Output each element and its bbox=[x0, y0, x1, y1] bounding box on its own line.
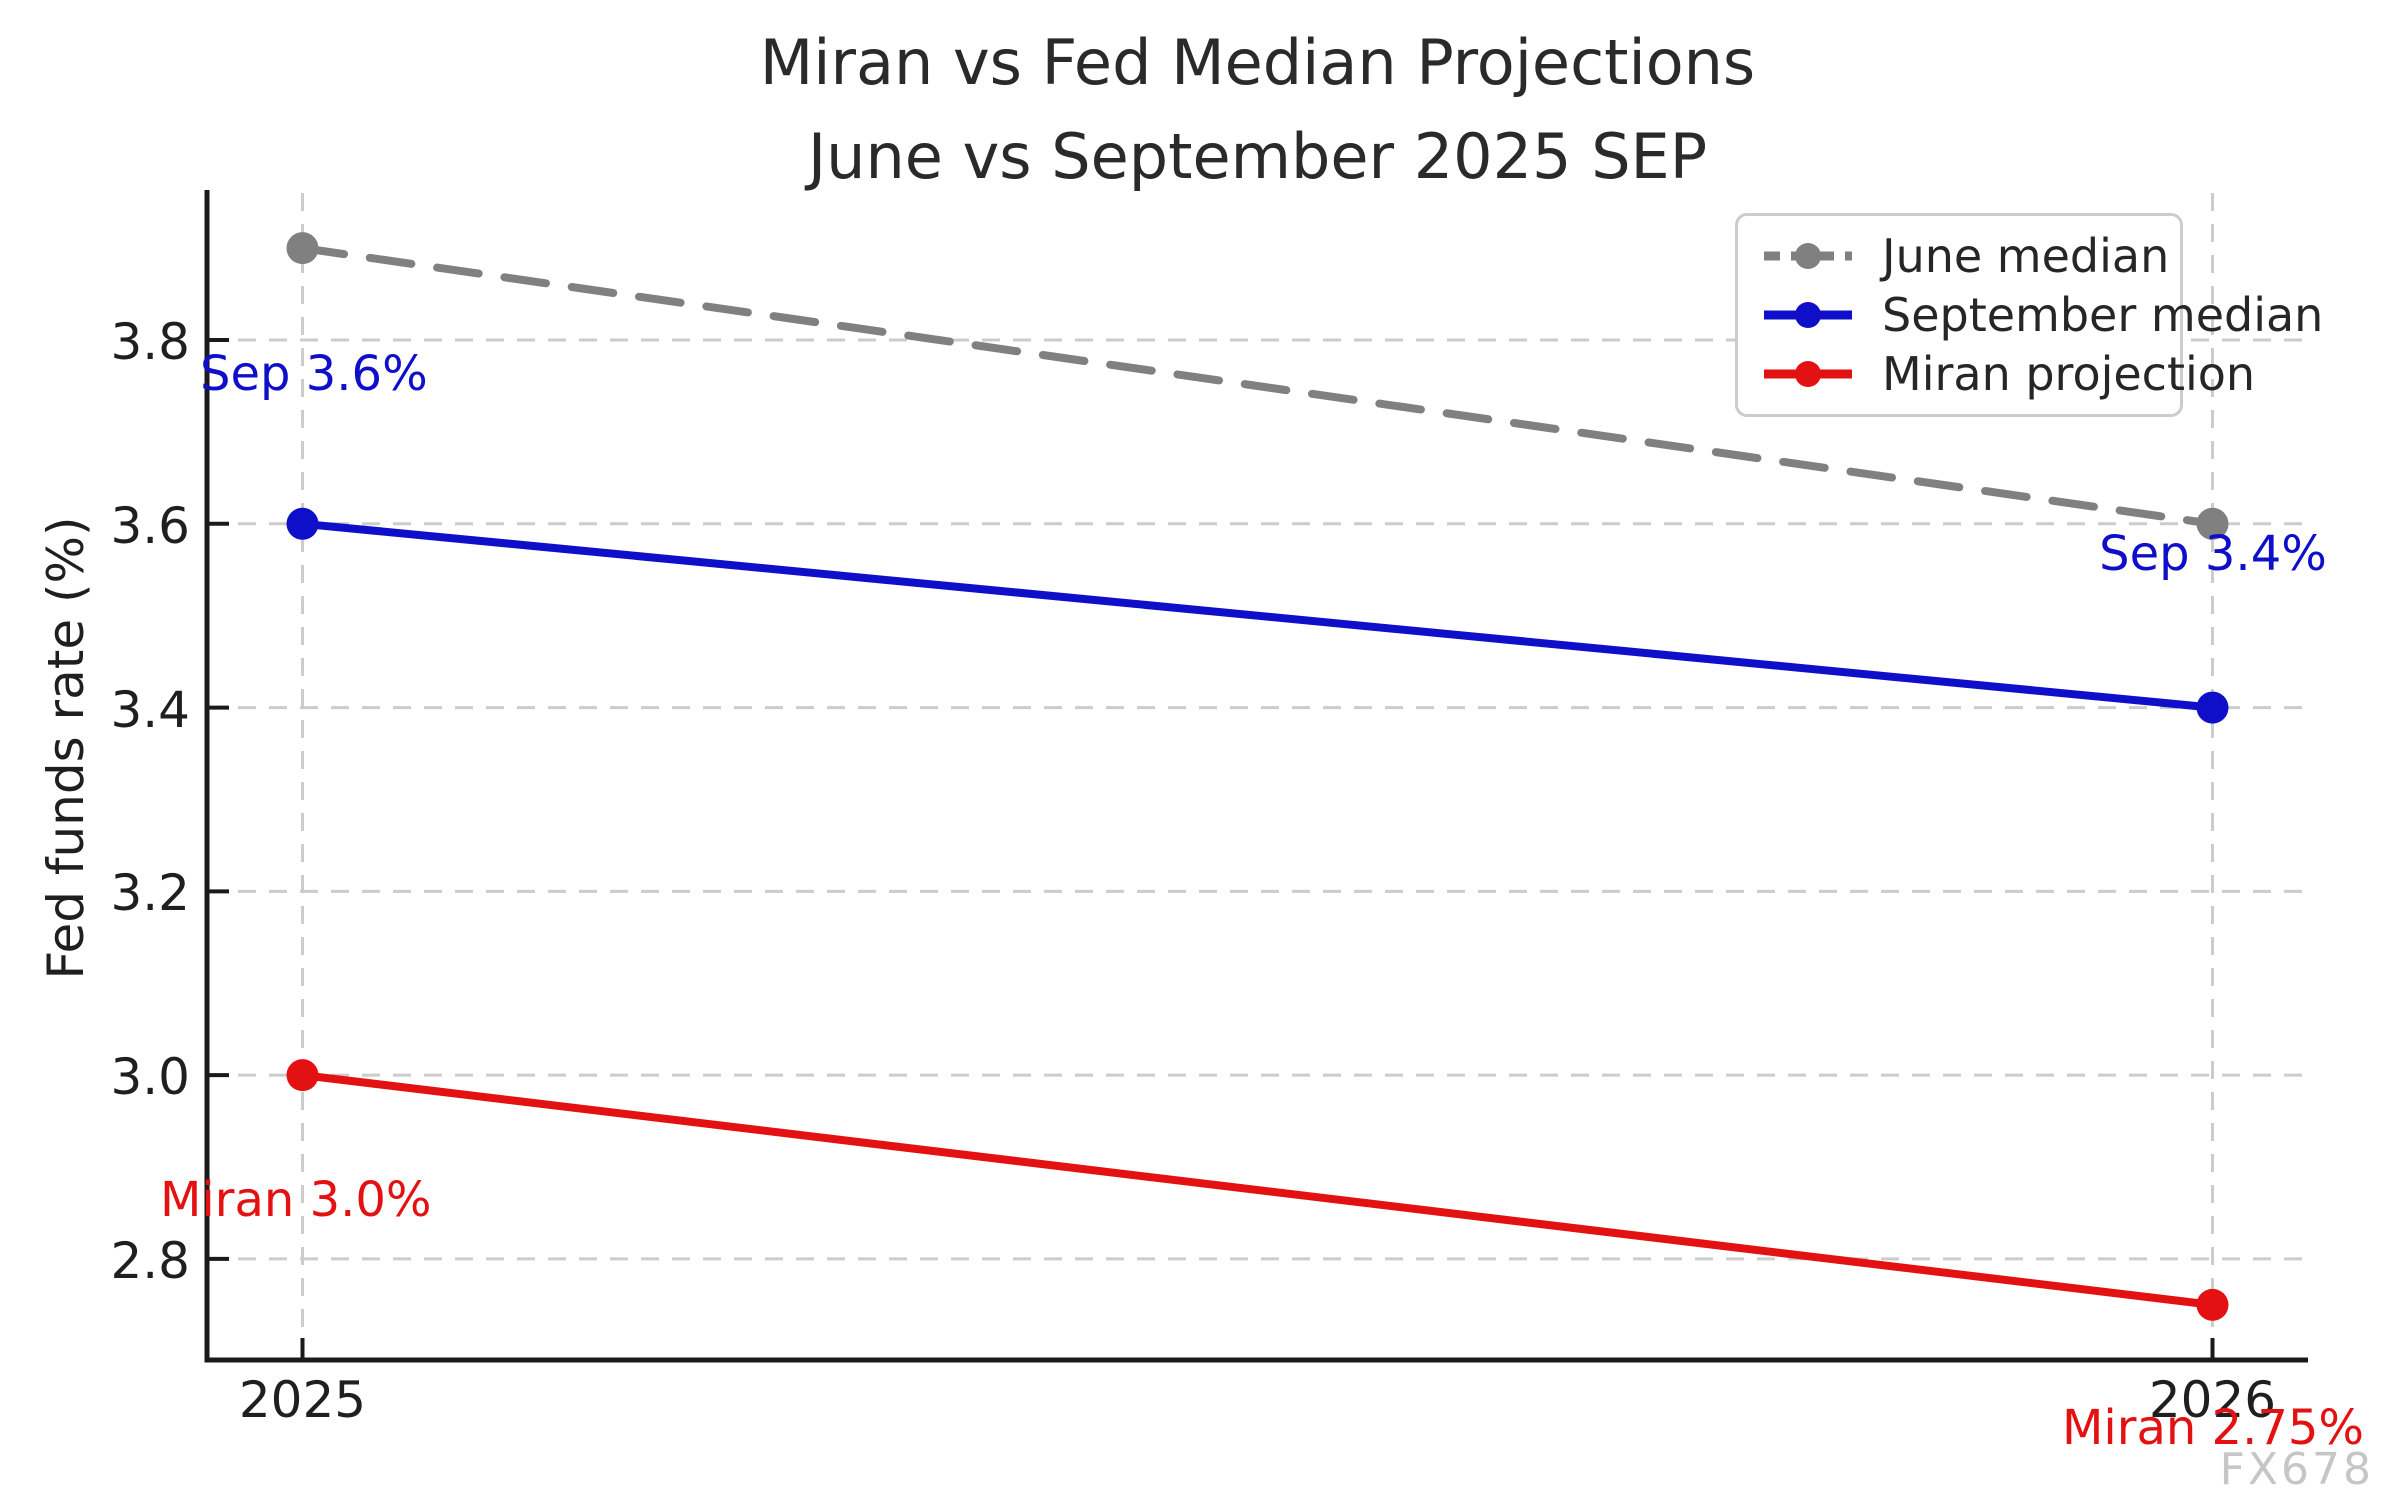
chart-subtitle: June vs September 2025 SEP bbox=[807, 120, 1708, 193]
annotation-sep-2026: Sep 3.4% bbox=[2099, 526, 2327, 582]
data-point-september-median bbox=[286, 507, 319, 540]
legend-sample-marker bbox=[1795, 242, 1821, 269]
september-median-line-sample bbox=[1764, 301, 1852, 328]
chart-title-block: Miran vs Fed Median Projections June vs … bbox=[207, 16, 2308, 204]
legend-label-miran-projection: Miran projection bbox=[1882, 347, 2256, 402]
legend-label-june-median: June median bbox=[1882, 228, 2170, 283]
legend: June median September median Miran proje… bbox=[1735, 213, 2323, 417]
june-median-line-sample bbox=[1764, 242, 1852, 269]
y-tick-label: 2.8 bbox=[110, 1231, 190, 1290]
data-point-june-median bbox=[286, 232, 319, 265]
chart-title: Miran vs Fed Median Projections bbox=[759, 26, 1756, 99]
miran-projection-line-sample bbox=[1764, 361, 1852, 388]
y-tick-label: 3.2 bbox=[110, 864, 190, 923]
data-point-miran-projection bbox=[286, 1059, 319, 1092]
x-tick-label: 2026 bbox=[2148, 1371, 2277, 1429]
annotation-sep-2025: Sep 3.6% bbox=[200, 346, 428, 402]
y-tick-label: 3.8 bbox=[110, 313, 190, 372]
y-tick-label: 3.4 bbox=[110, 680, 190, 739]
legend-sample-marker bbox=[1795, 361, 1821, 388]
series-line-miran-projection bbox=[298, 1071, 2217, 1309]
series-line-june-median bbox=[298, 244, 2217, 528]
data-point-miran-projection bbox=[2196, 1288, 2229, 1321]
y-tick-label: 3.0 bbox=[110, 1048, 190, 1107]
legend-sample-marker bbox=[1795, 301, 1821, 328]
x-tick-label: 2025 bbox=[238, 1371, 367, 1429]
fx678-watermark: FX678 bbox=[2219, 1444, 2374, 1495]
series-line-september-median bbox=[298, 519, 2217, 712]
data-point-september-median bbox=[2196, 691, 2229, 724]
annotation-miran-2025: Miran 3.0% bbox=[160, 1172, 432, 1228]
y-tick-label: 3.6 bbox=[110, 496, 190, 555]
legend-item-september-median: September median bbox=[1760, 288, 2323, 342]
legend-item-miran-projection: Miran projection bbox=[1760, 347, 2255, 401]
legend-label-september-median: September median bbox=[1882, 287, 2324, 342]
legend-item-june-median: June median bbox=[1760, 229, 2169, 283]
data-point-june-median bbox=[2196, 507, 2229, 540]
annotation-miran-2026: Miran 2.75% bbox=[2061, 1400, 2365, 1456]
